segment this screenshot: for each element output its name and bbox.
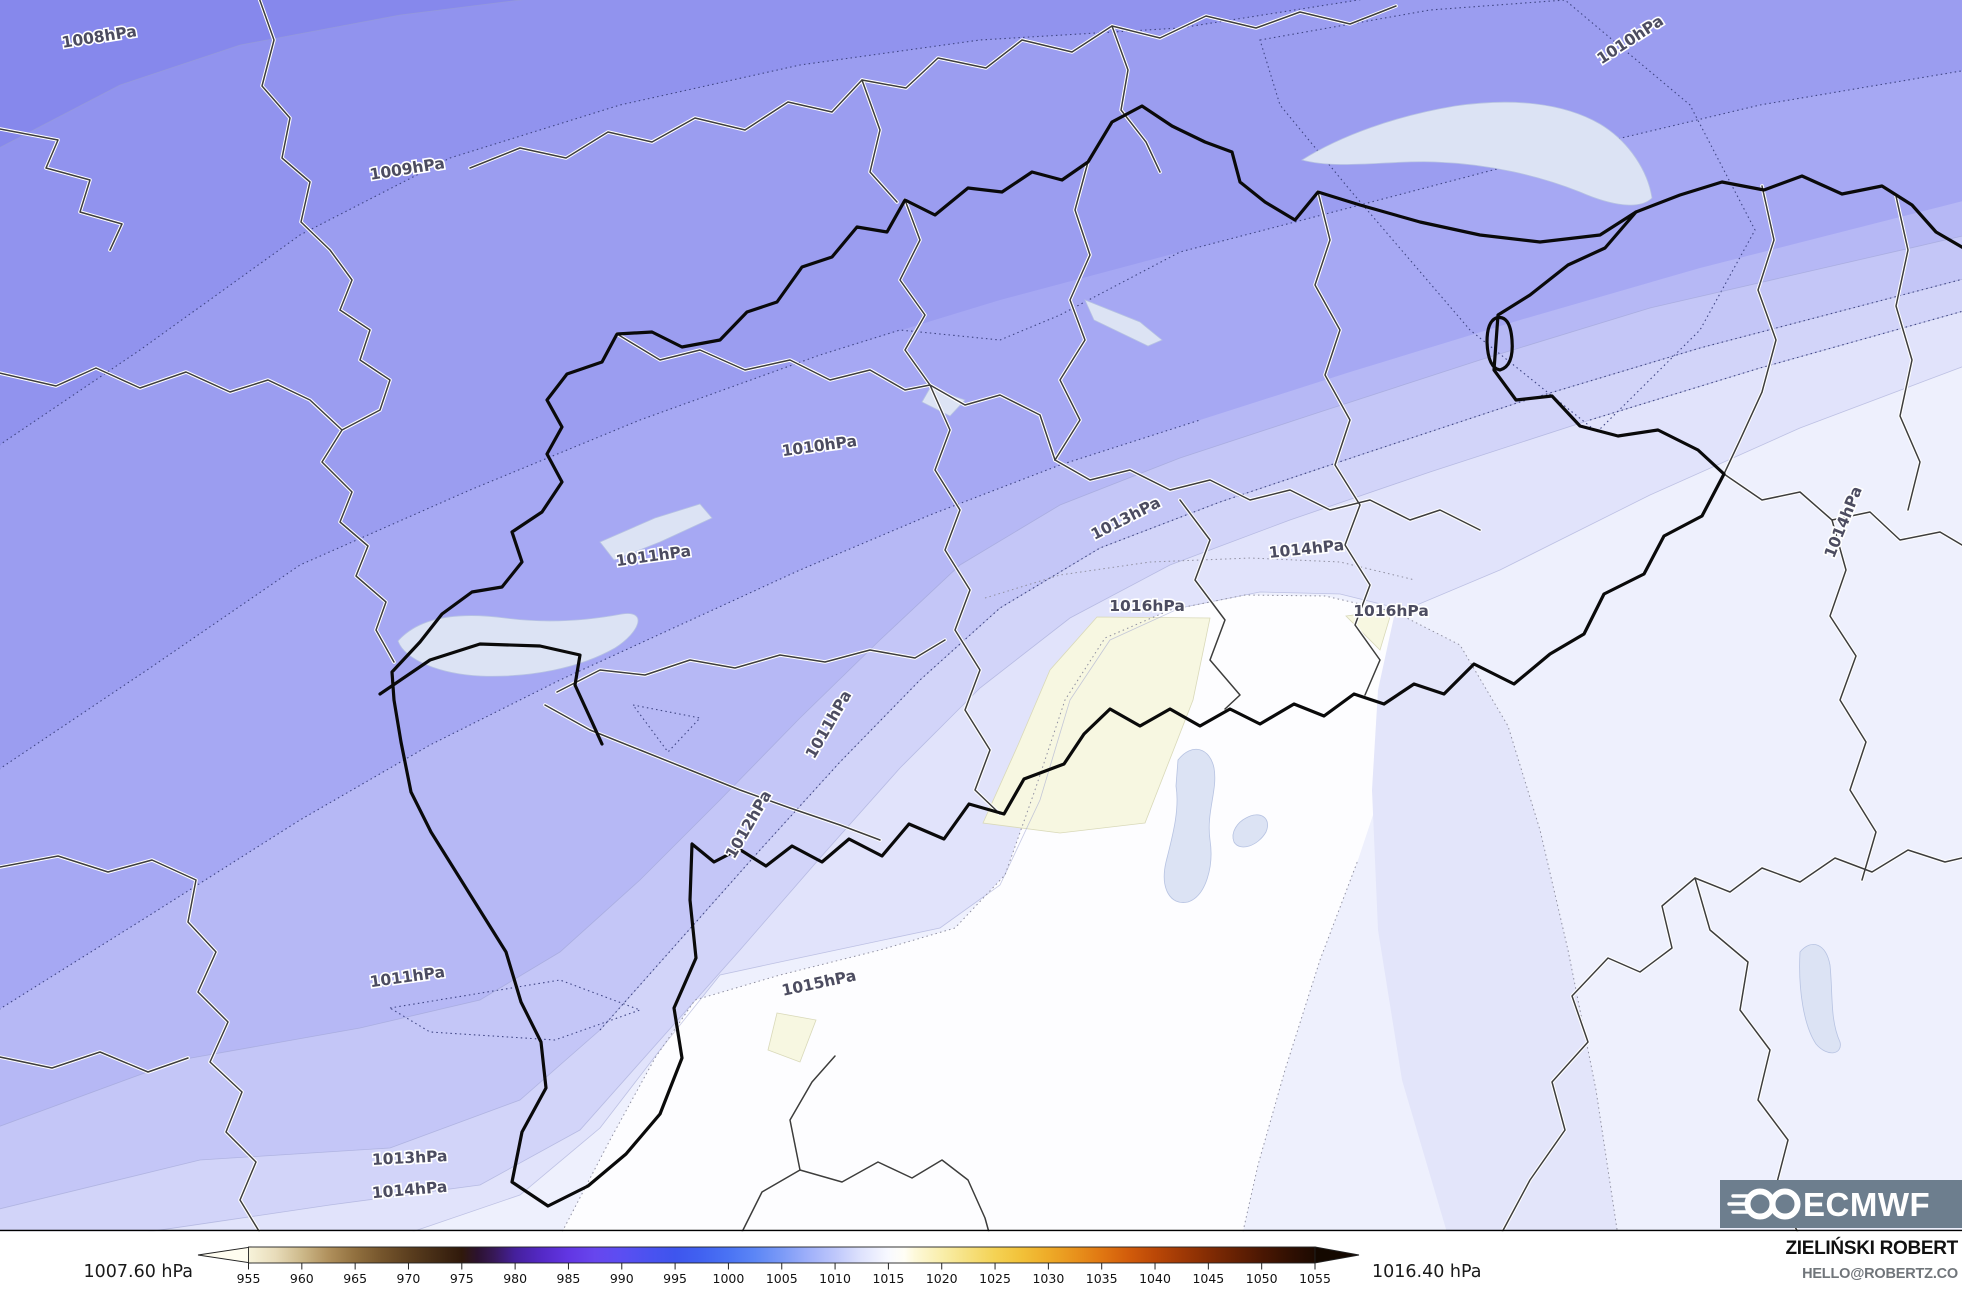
colorbar-tick-label: 980	[503, 1271, 527, 1286]
colorbar-tick-label: 1050	[1246, 1271, 1278, 1286]
lake-zurich	[1084, 299, 1163, 347]
colorbar-tick-label: 995	[663, 1271, 687, 1286]
ecmwf-logo-box	[1720, 1180, 1962, 1228]
geneva-lake-border	[378, 642, 604, 746]
ecmwf-logo-text: ECMWF	[1803, 1186, 1930, 1223]
swiss-border	[390, 104, 1726, 1208]
colorbar-over-arrow	[1314, 1246, 1360, 1264]
contour-label: 1013hPa	[372, 1147, 448, 1169]
national-borders	[378, 104, 1962, 1208]
lake-neuchatel	[599, 503, 713, 561]
lake-maggiore	[1163, 748, 1216, 903]
colorbar-tick-label: 1030	[1032, 1271, 1064, 1286]
contour-label: 1016hPa	[1109, 597, 1185, 615]
colorbar-tick-label: 1000	[713, 1271, 745, 1286]
lake-constance	[1301, 101, 1653, 206]
attribution-email: HELLO@ROBERTZ.CO	[1802, 1266, 1958, 1282]
liechtenstein-border	[1485, 315, 1514, 372]
ecmwf-logo-icon	[1727, 1188, 1801, 1220]
colorbar-tick-label: 1015	[872, 1271, 904, 1286]
colorbar-tick-label: 965	[343, 1271, 367, 1286]
lake-lugano	[1232, 814, 1268, 848]
colorbar-tick-label: 1020	[926, 1271, 958, 1286]
map-area: 1008hPa 1010hPa 1009hPa 1010hPa 1013hPa …	[0, 0, 1962, 1238]
colorbar-tick-label: 1005	[766, 1271, 798, 1286]
attribution-name: ZIELIŃSKI ROBERT	[1785, 1237, 1958, 1259]
colorbar-tick-label: 1055	[1299, 1271, 1331, 1286]
colorbar-tick-label: 985	[557, 1271, 581, 1286]
regional-borders	[0, 0, 1962, 1238]
colorbar: 955 960 965 970 975 980 985 990 995 1000 1005 1010 1…	[197, 1246, 1360, 1286]
colorbar-tick-label: 975	[450, 1271, 474, 1286]
footer: 1007.60 hPa 1016.40 hPa 955 960 965 970 975 9…	[0, 1231, 1962, 1288]
german-austrian-border	[1634, 174, 1962, 249]
band-seams	[0, 0, 1962, 1237]
colorbar-ticks: 955 960 965 970 975 980 985 990 995 1000 1005 1010 1…	[237, 1263, 1331, 1286]
colorbar-max-label: 1016.40 hPa	[1372, 1262, 1482, 1282]
colorbar-tick-label: 960	[290, 1271, 314, 1286]
contour-label: 1016hPa	[1353, 602, 1429, 620]
colorbar-tick-label: 1010	[819, 1271, 851, 1286]
colorbar-min-label: 1007.60 hPa	[83, 1262, 193, 1282]
high-pressure-patch	[982, 616, 1211, 834]
colorbar-tick-label: 1040	[1139, 1271, 1171, 1286]
colorbar-tick-label: 955	[237, 1271, 261, 1286]
colorbar-tick-label: 1035	[1086, 1271, 1118, 1286]
colorbar-tick-label: 970	[397, 1271, 421, 1286]
colorbar-gradient-bar	[248, 1246, 1316, 1264]
colorbar-tick-label: 1045	[1192, 1271, 1224, 1286]
lake-garda	[1799, 944, 1841, 1054]
colorbar-tick-label: 990	[610, 1271, 634, 1286]
pressure-bands	[0, 0, 1962, 1236]
ecmwf-logo: ECMWF	[1720, 1180, 1962, 1228]
colorbar-tick-label: 1025	[979, 1271, 1011, 1286]
